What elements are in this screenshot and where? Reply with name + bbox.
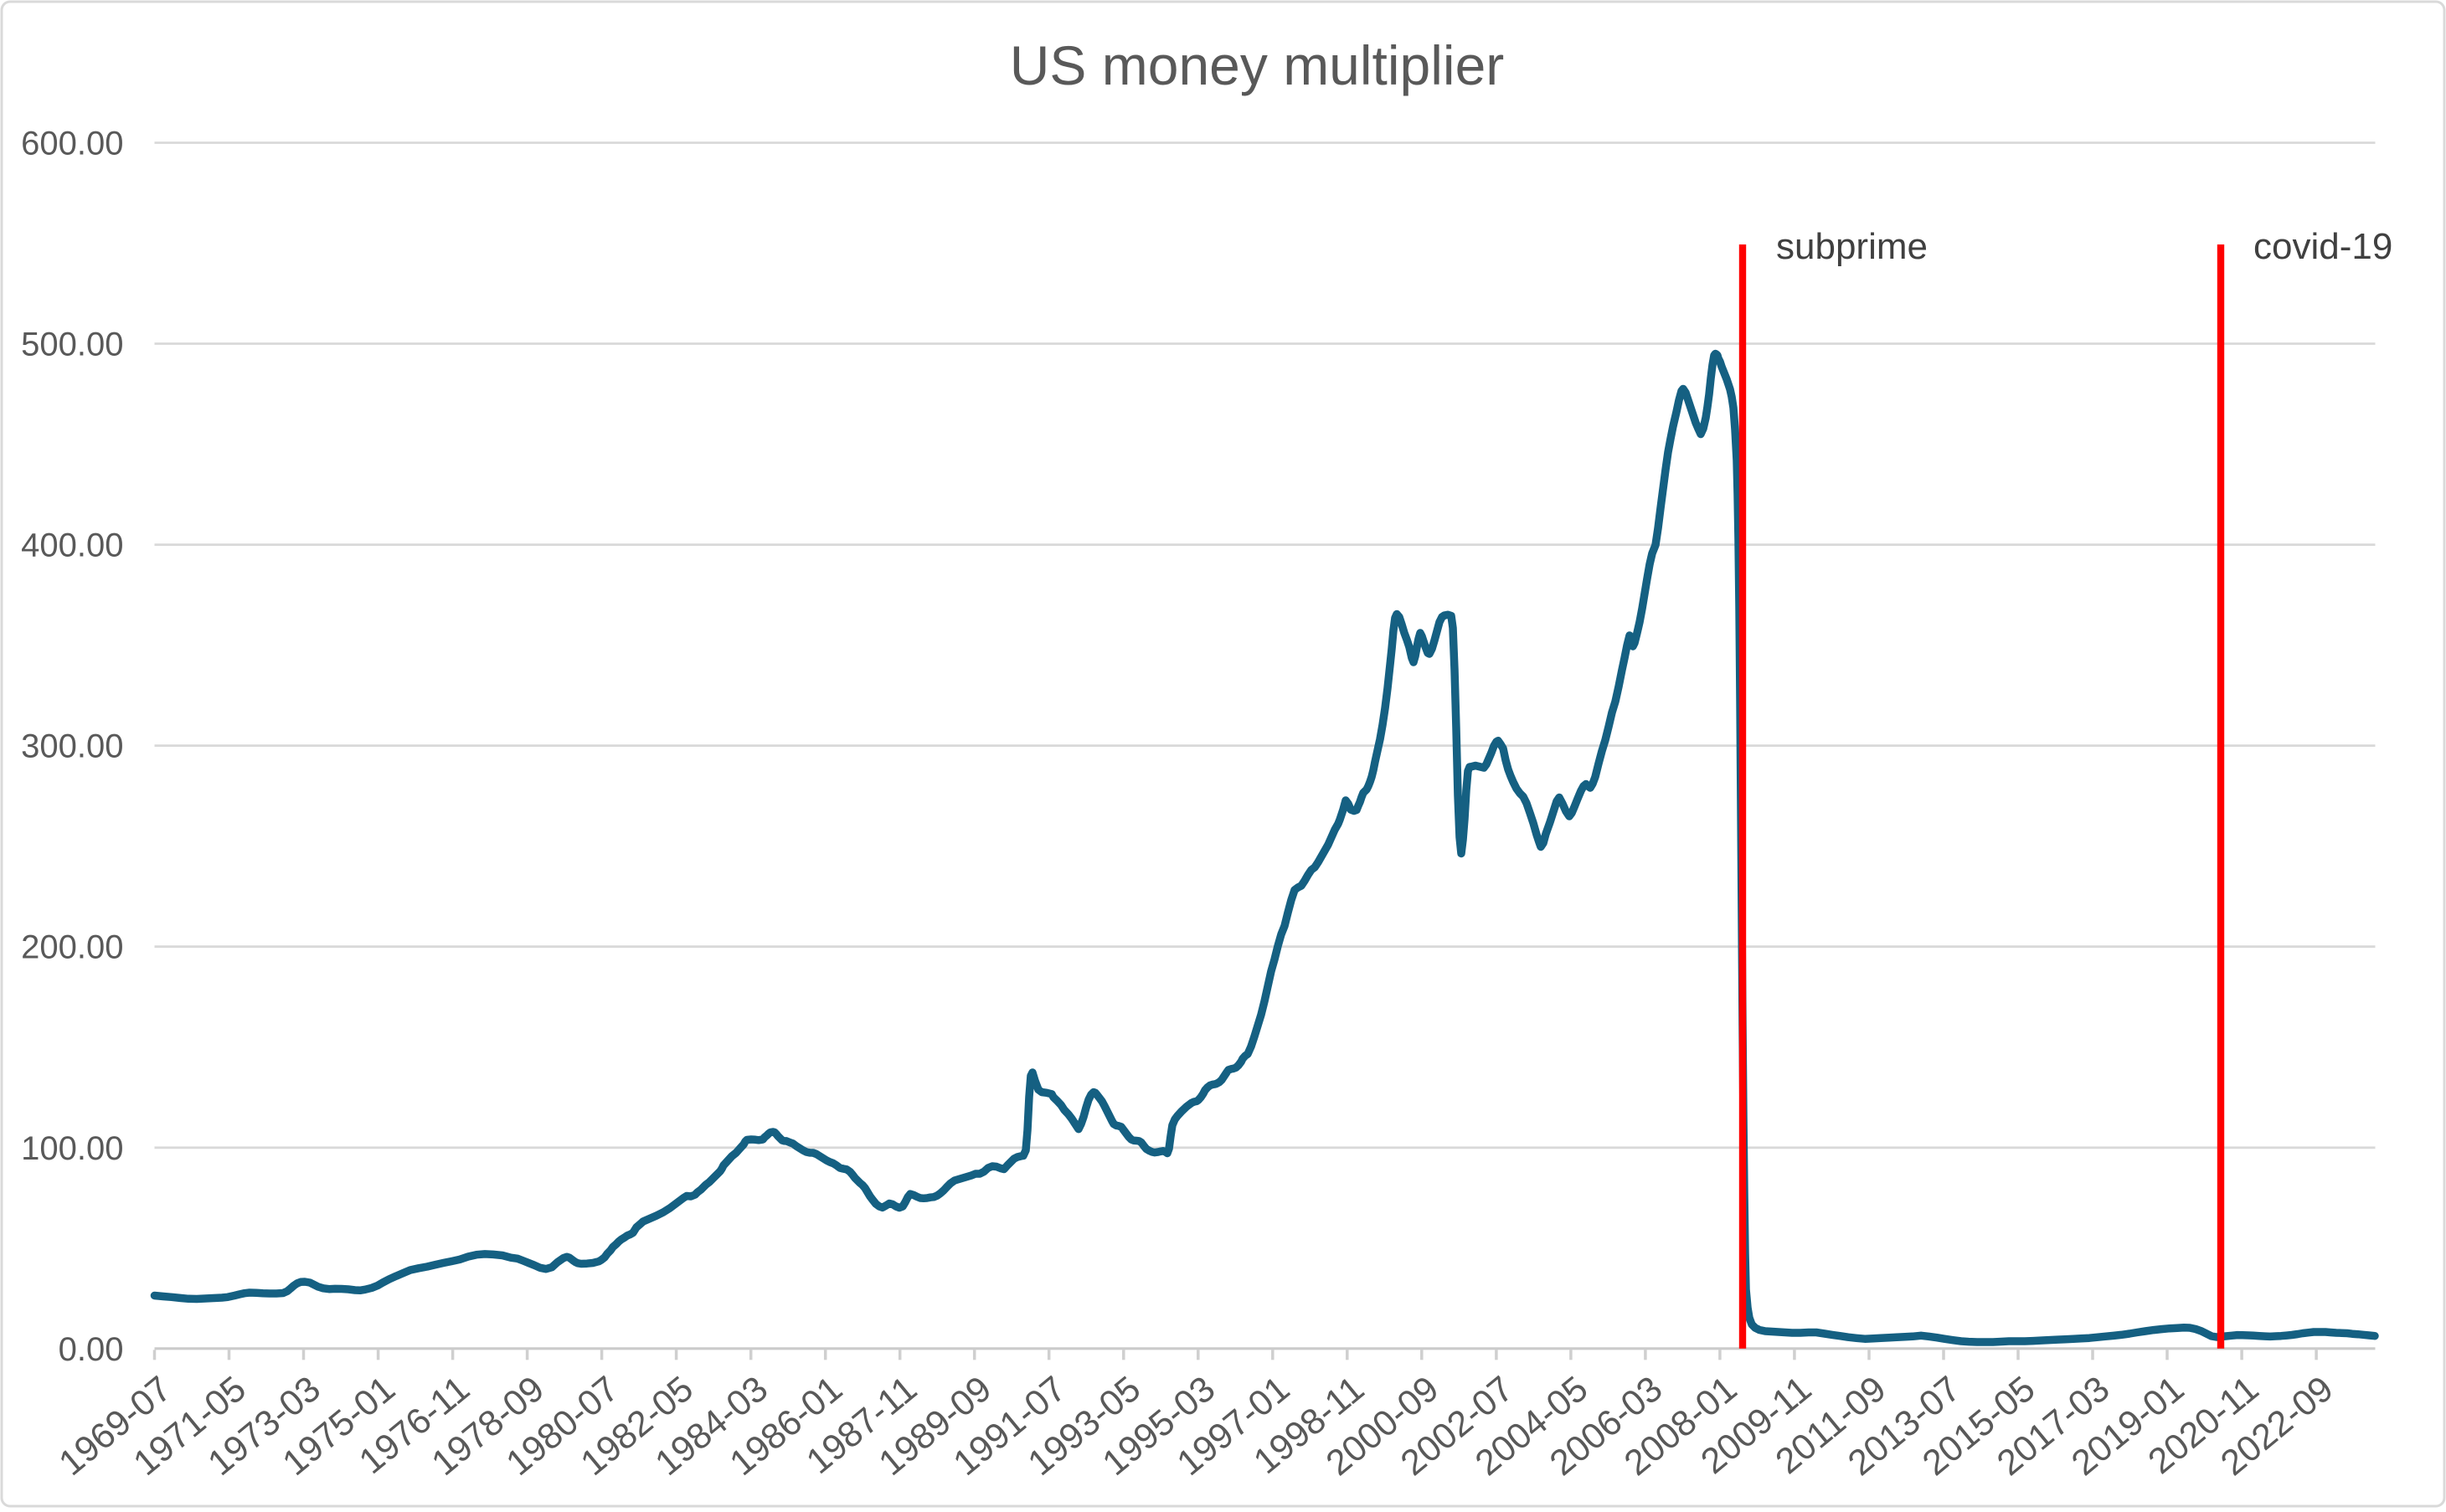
svg-text:400.00: 400.00 bbox=[21, 527, 123, 564]
svg-text:covid-19: covid-19 bbox=[2253, 226, 2392, 267]
svg-text:subprime: subprime bbox=[1776, 226, 1928, 267]
svg-text:US money multiplier: US money multiplier bbox=[1010, 34, 1505, 96]
svg-text:100.00: 100.00 bbox=[21, 1130, 123, 1167]
svg-text:200.00: 200.00 bbox=[21, 929, 123, 966]
svg-text:600.00: 600.00 bbox=[21, 126, 123, 162]
svg-text:500.00: 500.00 bbox=[21, 327, 123, 363]
svg-text:300.00: 300.00 bbox=[21, 728, 123, 765]
svg-text:0.00: 0.00 bbox=[59, 1331, 124, 1368]
